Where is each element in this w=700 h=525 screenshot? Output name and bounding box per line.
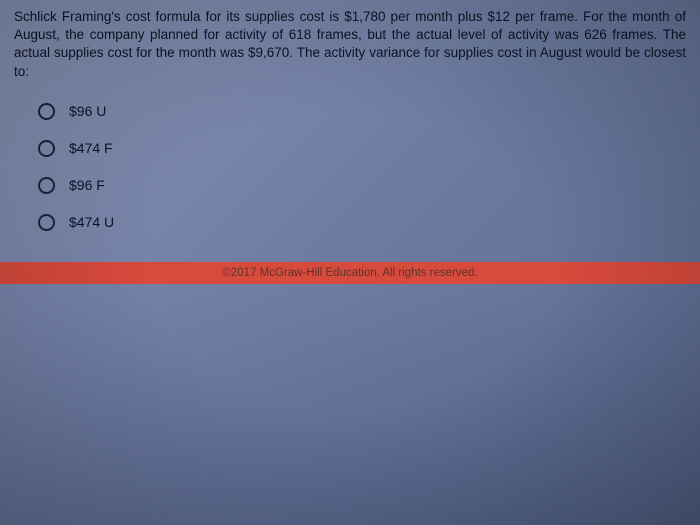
radio-icon[interactable] <box>38 140 55 157</box>
empty-area <box>0 284 700 525</box>
option-row[interactable]: $474 F <box>38 140 686 157</box>
option-label: $474 U <box>69 214 114 230</box>
options-list: $96 U $474 F $96 F $474 U <box>0 87 700 271</box>
option-label: $474 F <box>69 140 113 156</box>
option-row[interactable]: $96 U <box>38 103 686 120</box>
radio-icon[interactable] <box>38 103 55 120</box>
copyright-text: ©2017 McGraw-Hill Education. All rights … <box>222 267 477 279</box>
option-row[interactable]: $474 U <box>38 214 686 231</box>
radio-icon[interactable] <box>38 214 55 231</box>
question-text: Schlick Framing's cost formula for its s… <box>0 0 700 87</box>
option-row[interactable]: $96 F <box>38 177 686 194</box>
option-label: $96 F <box>69 177 105 193</box>
copyright-bar: ©2017 McGraw-Hill Education. All rights … <box>0 262 700 284</box>
radio-icon[interactable] <box>38 177 55 194</box>
option-label: $96 U <box>69 103 106 119</box>
